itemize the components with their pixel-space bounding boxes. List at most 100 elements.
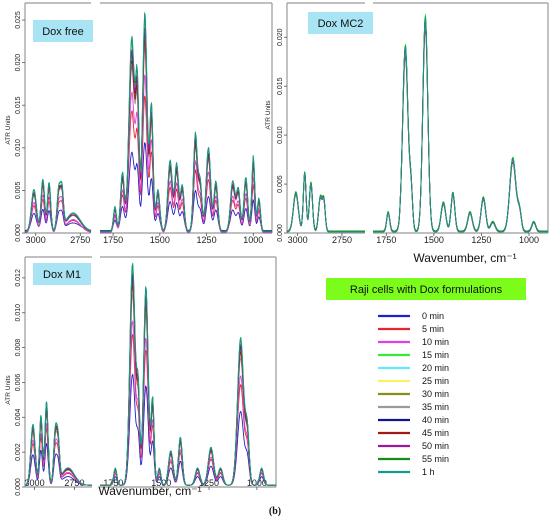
series-line-45-min [373,20,548,232]
y-tick-label: 0.012 [15,269,22,287]
y-tick-label: 0.004 [15,408,22,426]
figure-label: (b) [269,506,281,517]
legend-item: 45 min [378,428,449,438]
x-tick-label: 1250 [197,235,217,245]
x-axis-label: Wavenumber, cm⁻¹ [413,251,516,265]
x-tick-label: 3000 [288,235,308,245]
series-line-1-h [373,16,548,233]
x-tick-label: 1250 [199,478,219,488]
legend-label: 25 min [422,376,449,386]
x-tick-label: 1500 [151,478,171,488]
series-line-30-min [373,23,548,233]
x-tick-label: 1750 [103,235,123,245]
axis-segment-0: 3000 2750 [24,256,92,490]
series-line-25-min [373,20,548,232]
y-tick-label: 0.020 [15,54,22,72]
legend: Raji cells with Dox formulations 0 min 5 … [326,278,526,477]
legend-label: 55 min [422,454,449,464]
y-tick-label: 0.000 [15,224,22,242]
legend-item: 50 min [378,441,449,451]
y-tick-label: 0.015 [277,77,284,95]
legend-label: 40 min [422,415,449,425]
y-tick-label: 0.002 [15,443,22,461]
legend-label: 0 min [422,311,444,321]
legend-label: 50 min [422,441,449,451]
legend-item: 55 min [378,454,449,464]
series-group [373,13,548,233]
y-tick-label: 0.020 [277,28,284,46]
legend-item: 5 min [378,324,444,334]
series-line-10-min [373,23,548,233]
legend-item: 40 min [378,415,449,425]
axis-segment-0: 3000 2750 [24,2,91,245]
series-line-1-h [100,262,276,486]
legend-label: 35 min [422,402,449,412]
panel-dox-free: 3000 2750 1750 1500 1250 1000 0.000 0.005 0.010 0… [5,2,273,245]
series-line-5-min [100,95,272,233]
axis-segment-1: 1750 1500 1250 1000 [373,2,549,245]
y-tick-label: 0.010 [15,304,22,322]
legend-item: 25 min [378,376,449,386]
y-axis-label: ATR Units [5,115,12,145]
y-tick-label: 0.010 [15,139,22,157]
legend-item: 15 min [378,350,449,360]
axis-segment-0: 3000 2750 [286,2,365,245]
series-line-0-min [24,208,92,231]
series-group [100,12,272,234]
series-line-1-h [24,401,93,486]
panel-dox-m1: 3000 2750 1750 1500 1250 1000 0.000 0.002 0.004 0… [5,256,277,498]
x-tick-label: 1000 [243,235,263,245]
series-line-50-min [373,19,548,233]
series-line-40-min [373,16,548,233]
legend-item: 20 min [378,363,449,373]
series-line-10-min [24,194,92,234]
series-line-5-min [373,24,548,232]
legend-item: 35 min [378,402,449,412]
x-tick-label: 2750 [64,478,84,488]
y-tick-label: 0.005 [277,175,284,193]
legend-label: 45 min [422,428,449,438]
series-line-1-h [286,172,366,233]
legend-title: Raji cells with Dox formulations [350,284,503,296]
series-line-0-min [373,27,548,233]
panel-dox-mc2: 3000 2750 1750 1500 1250 1000 0.000 0.005 0.010 0… [265,2,549,265]
series-group [24,178,92,234]
x-tick-label: 1500 [424,235,444,245]
legend-label: 1 h [422,467,435,477]
panel-title: Dox free [42,26,84,38]
x-tick-label: 2750 [70,235,90,245]
legend-label: 10 min [422,337,449,347]
y-tick-label: 0.005 [15,182,22,200]
axis-segment-1: 1750 1500 1250 1000 [100,256,277,490]
legend-title-background [326,278,526,300]
x-tick-label: 1250 [471,235,491,245]
legend-entries: 0 min 5 min 10 min 15 min 20 min 25 min 30 min… [378,311,449,477]
series-line-1-h [24,178,92,233]
y-tick-label: 0.008 [15,339,22,357]
series-group [24,401,93,486]
x-tick-label: 1750 [103,478,123,488]
x-tick-label: 1500 [150,235,170,245]
series-line-35-min [373,24,548,232]
x-tick-label: 1000 [519,235,539,245]
legend-label: 30 min [422,389,449,399]
y-tick-label: 0.000 [15,478,22,496]
x-tick-label: 1000 [247,478,267,488]
y-axis-label: ATR Units [5,375,12,405]
series-line-20-min [373,19,548,233]
x-tick-label: 3000 [25,478,45,488]
series-line-1-h [100,12,272,233]
panel-title-background [33,263,91,285]
x-tick-label: 1750 [376,235,396,245]
legend-item: 0 min [378,311,444,321]
x-axis-label: Wavenumber, cm⁻¹ [98,484,201,498]
series-group [100,262,276,486]
legend-label: 20 min [422,363,449,373]
panel-title-background [308,12,373,34]
y-tick-label: 0.006 [15,374,22,392]
legend-label: 5 min [422,324,444,334]
legend-item: 1 h [378,467,435,477]
legend-label: 15 min [422,350,449,360]
y-tick-label: 0.025 [15,11,22,29]
